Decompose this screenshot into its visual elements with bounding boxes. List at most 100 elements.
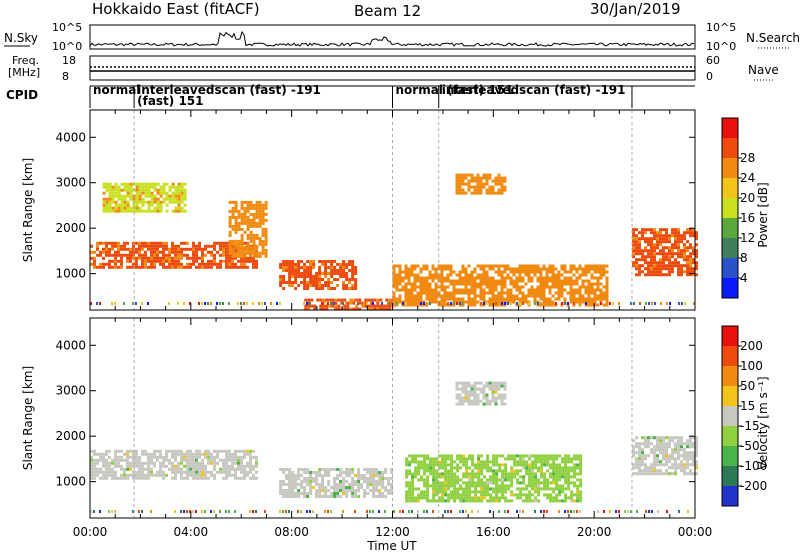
heatmap-cell bbox=[533, 267, 537, 271]
heatmap-cell bbox=[516, 493, 520, 497]
heatmap-cell bbox=[440, 300, 444, 304]
heatmap-cell bbox=[453, 487, 457, 491]
heatmap-cell bbox=[237, 239, 241, 243]
heatmap-cell bbox=[366, 302, 368, 305]
heatmap-cell bbox=[686, 261, 689, 265]
heatmap-cell bbox=[331, 301, 335, 305]
heatmap-cell bbox=[207, 302, 209, 305]
y-tick-label: 2000 bbox=[55, 221, 86, 235]
heatmap-cell bbox=[318, 269, 322, 272]
heatmap-cell bbox=[665, 463, 668, 467]
heatmap-cell bbox=[252, 239, 256, 243]
heatmap-cell bbox=[413, 300, 417, 304]
heatmap-cell bbox=[228, 239, 232, 243]
heatmap-cell bbox=[413, 279, 417, 283]
heatmap-cell bbox=[342, 510, 344, 513]
heatmap-cell bbox=[147, 458, 150, 462]
heatmap-cell bbox=[632, 243, 635, 247]
heatmap-cell bbox=[135, 250, 138, 254]
heatmap-cell bbox=[225, 262, 228, 266]
heatmap-cell bbox=[102, 185, 106, 189]
heatmap-cell bbox=[674, 436, 677, 440]
heatmap-cell bbox=[677, 234, 680, 238]
heatmap-cell bbox=[447, 302, 449, 305]
heatmap-cell bbox=[537, 460, 541, 464]
heatmap-cell bbox=[156, 253, 159, 257]
heatmap-cell bbox=[186, 265, 189, 269]
heatmap-cell bbox=[563, 279, 567, 283]
heatmap-cell bbox=[147, 200, 151, 204]
heatmap-cell bbox=[129, 473, 132, 477]
colorbar-segment bbox=[722, 486, 738, 506]
heatmap-cell bbox=[516, 302, 518, 305]
heatmap-cell bbox=[264, 227, 268, 231]
heatmap-cell bbox=[132, 265, 135, 269]
power-heatmap bbox=[90, 110, 698, 311]
heatmap-cell bbox=[560, 288, 564, 292]
heatmap-cell bbox=[647, 442, 650, 446]
heatmap-cell bbox=[135, 203, 139, 207]
heatmap-cell bbox=[240, 455, 243, 459]
heatmap-cell bbox=[647, 237, 650, 241]
heatmap-cell bbox=[414, 466, 418, 470]
heatmap-cell bbox=[434, 270, 438, 274]
heatmap-cell bbox=[174, 455, 177, 459]
heatmap-cell bbox=[186, 247, 189, 251]
heatmap-cell bbox=[464, 267, 468, 271]
heatmap-cell bbox=[474, 499, 478, 503]
heatmap-cell bbox=[219, 510, 221, 513]
heatmap-cell bbox=[351, 272, 355, 275]
heatmap-cell bbox=[510, 478, 514, 482]
heatmap-cell bbox=[102, 473, 105, 477]
heatmap-cell bbox=[656, 469, 659, 473]
heatmap-cell bbox=[180, 200, 184, 204]
heatmap-cell bbox=[564, 481, 568, 485]
heatmap-cell bbox=[249, 253, 252, 257]
heatmap-cell bbox=[201, 473, 204, 477]
heatmap-cell bbox=[509, 288, 513, 292]
heatmap-cell bbox=[683, 252, 686, 256]
heatmap-cell bbox=[159, 467, 162, 471]
heatmap-cell bbox=[479, 387, 483, 391]
heatmap-cell bbox=[647, 454, 650, 458]
heatmap-cell bbox=[111, 188, 115, 192]
heatmap-cell bbox=[388, 298, 392, 302]
heatmap-cell bbox=[530, 267, 534, 271]
heatmap-cell bbox=[567, 510, 569, 513]
heatmap-cell bbox=[519, 496, 523, 500]
heatmap-cell bbox=[156, 458, 159, 462]
heatmap-cell bbox=[345, 278, 349, 281]
heatmap-cell bbox=[385, 304, 389, 308]
heatmap-cell bbox=[159, 209, 163, 213]
heatmap-cell bbox=[351, 278, 355, 281]
heatmap-cell bbox=[495, 478, 499, 482]
heatmap-cell bbox=[476, 191, 480, 195]
heatmap-cell bbox=[570, 490, 574, 494]
heatmap-cell bbox=[471, 463, 475, 467]
heatmap-cell bbox=[477, 454, 481, 458]
heatmap-cell bbox=[482, 185, 486, 189]
heatmap-cell bbox=[575, 282, 579, 286]
heatmap-cell bbox=[303, 263, 307, 266]
heatmap-cell bbox=[528, 475, 532, 479]
heatmap-cell bbox=[360, 477, 364, 480]
heatmap-cell bbox=[345, 287, 349, 290]
heatmap-cell bbox=[564, 499, 568, 503]
heatmap-cell bbox=[144, 244, 147, 248]
heatmap-cell bbox=[404, 288, 408, 292]
heatmap-cell bbox=[381, 480, 385, 483]
heatmap-cell bbox=[138, 455, 141, 459]
heatmap-cell bbox=[309, 302, 311, 305]
heatmap-cell bbox=[548, 300, 552, 304]
heatmap-cell bbox=[162, 476, 165, 480]
heatmap-cell bbox=[546, 478, 550, 482]
heatmap-cell bbox=[584, 270, 588, 274]
heatmap-cell bbox=[342, 269, 346, 272]
heatmap-cell bbox=[494, 396, 498, 400]
heatmap-cell bbox=[306, 510, 308, 513]
heatmap-cell bbox=[258, 236, 262, 240]
heatmap-cell bbox=[228, 215, 232, 219]
heatmap-cell bbox=[494, 282, 498, 286]
heatmap-cell bbox=[162, 473, 165, 477]
heatmap-cell bbox=[468, 493, 472, 497]
